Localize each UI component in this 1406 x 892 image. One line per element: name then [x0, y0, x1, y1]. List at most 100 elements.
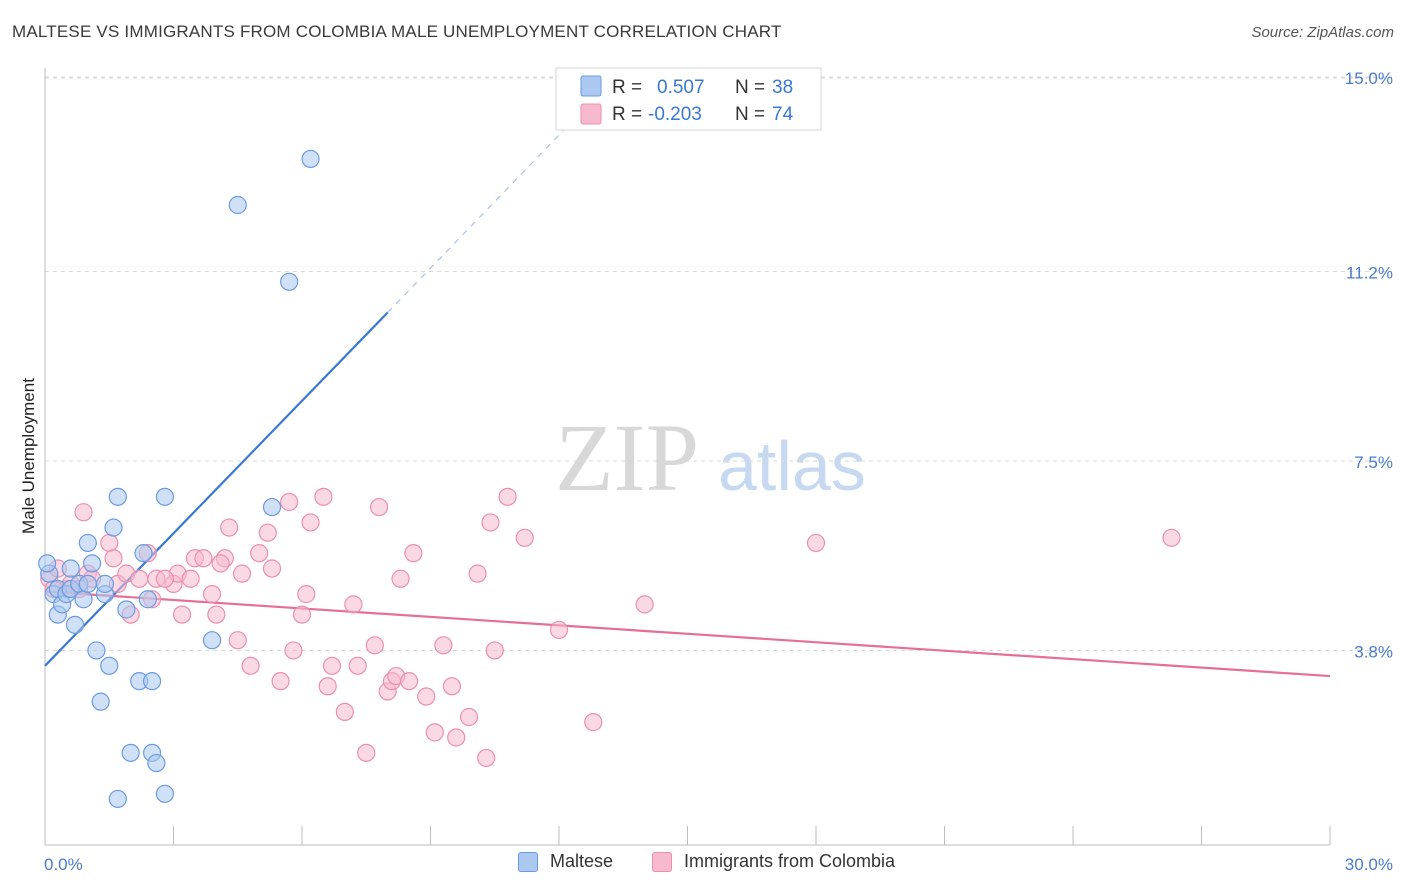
colombia-point — [365, 636, 384, 655]
maltese-point — [117, 600, 136, 619]
maltese-point — [61, 559, 80, 578]
colombia-point — [399, 672, 419, 691]
bottom-legend: Maltese Immigrants from Colombia — [0, 851, 1406, 879]
colombia-point — [549, 620, 569, 640]
maltese-point — [121, 743, 140, 762]
colombia-point — [318, 677, 337, 696]
maltese-point — [134, 544, 153, 563]
x-tick-label-max: 30.0% — [1345, 855, 1393, 874]
chart-title: MALTESE VS IMMIGRANTS FROM COLOMBIA MALE… — [12, 22, 782, 41]
colombia-point — [74, 503, 93, 522]
data-points — [38, 149, 1181, 809]
colombia-point — [468, 564, 487, 583]
watermark-atlas: atlas — [718, 427, 866, 505]
y-tick-label: 7.5% — [1354, 453, 1393, 472]
colombia-point — [417, 687, 436, 706]
maltese-point — [38, 554, 57, 573]
bottom-legend-maltese: Maltese — [518, 851, 613, 872]
correlation-legend: R = 0.507 N = 38 R = -0.203 N = 74 — [555, 67, 822, 131]
maltese-point — [108, 487, 127, 506]
colombia-point — [301, 513, 320, 532]
gridlines — [45, 76, 1392, 651]
colombia-point — [202, 585, 222, 604]
maltese-point — [74, 590, 93, 609]
maltese-point — [95, 574, 115, 593]
maltese-point — [138, 590, 157, 609]
maltese-point — [104, 518, 123, 537]
maltese-point — [65, 615, 85, 634]
colombia-point — [280, 492, 299, 512]
colombia-point — [498, 487, 517, 506]
colombia-point — [130, 569, 149, 588]
source-label: Source: ZipAtlas.com — [1251, 24, 1394, 41]
legend-n-label-1: N = — [735, 77, 765, 98]
colombia-point — [284, 641, 303, 660]
colombia-point — [314, 487, 333, 506]
y-axis-label: Male Unemployment — [19, 378, 38, 534]
colombia-point — [357, 743, 376, 762]
colombia-point — [250, 544, 269, 563]
colombia-point — [155, 569, 175, 588]
legend-r-label-1: R = — [612, 77, 642, 98]
colombia-point — [232, 564, 252, 583]
colombia-point — [391, 569, 410, 588]
colombia-point — [271, 672, 290, 691]
y-tick-label: 15.0% — [1345, 69, 1393, 88]
bottom-legend-label-maltese: Maltese — [550, 851, 614, 871]
legend-n-value-1: 38 — [772, 77, 793, 98]
x-tick-label-min: 0.0% — [44, 855, 83, 874]
legend-r-value-2: -0.203 — [648, 104, 702, 125]
colombia-point — [344, 595, 363, 614]
colombia-point — [1162, 528, 1181, 547]
maltese-point — [202, 631, 222, 650]
colombia-point — [211, 554, 230, 573]
maltese-point — [280, 272, 299, 291]
y-tick-label: 11.2% — [1346, 264, 1393, 283]
maltese-trend-line — [44, 311, 389, 667]
colombia-point — [292, 605, 312, 624]
colombia-point — [241, 656, 260, 675]
bottom-legend-swatch-maltese — [518, 851, 538, 872]
colombia-point — [584, 713, 603, 732]
colombia-point — [442, 677, 462, 696]
colombia-point — [262, 559, 282, 578]
maltese-point — [301, 149, 320, 169]
maltese-point — [100, 656, 119, 675]
legend-n-value-2: 74 — [772, 104, 794, 125]
legend-swatch-maltese — [580, 75, 602, 97]
bottom-legend-label-colombia: Immigrants from Colombia — [684, 851, 896, 871]
colombia-point — [477, 748, 496, 768]
legend-n-label-2: N = — [735, 104, 765, 125]
colombia-point — [322, 656, 342, 675]
maltese-point — [228, 195, 247, 215]
colombia-point — [181, 569, 200, 588]
colombia-point — [172, 605, 192, 624]
maltese-point — [78, 533, 97, 553]
colombia-point — [297, 585, 316, 604]
maltese-trend-extension — [387, 112, 581, 313]
maltese-point — [262, 497, 282, 517]
colombia-point — [104, 549, 123, 568]
bottom-legend-swatch-colombia — [652, 851, 672, 872]
colombia-point — [485, 641, 504, 660]
colombia-point — [348, 656, 367, 675]
maltese-point — [78, 574, 97, 593]
colombia-point — [207, 605, 226, 624]
maltese-point — [87, 641, 106, 660]
colombia-point — [434, 636, 453, 655]
maltese-point — [108, 789, 127, 809]
colombia-point — [635, 595, 654, 614]
trend-lines — [44, 112, 1331, 678]
maltese-point — [155, 784, 175, 803]
maltese-point — [83, 554, 102, 573]
tick-labels: 3.8% 7.5% 11.2% 15.0% 0.0% 30.0% — [44, 69, 1393, 874]
legend-r-value-1: 0.507 — [657, 77, 705, 98]
bottom-legend-colombia: Immigrants from Colombia — [652, 851, 895, 872]
maltese-point — [155, 487, 175, 506]
legend-swatch-colombia — [580, 103, 602, 125]
y-tick-label: 3.8% — [1354, 642, 1393, 661]
colombia-point — [447, 728, 466, 747]
maltese-point — [142, 672, 162, 691]
colombia-point — [335, 702, 354, 721]
